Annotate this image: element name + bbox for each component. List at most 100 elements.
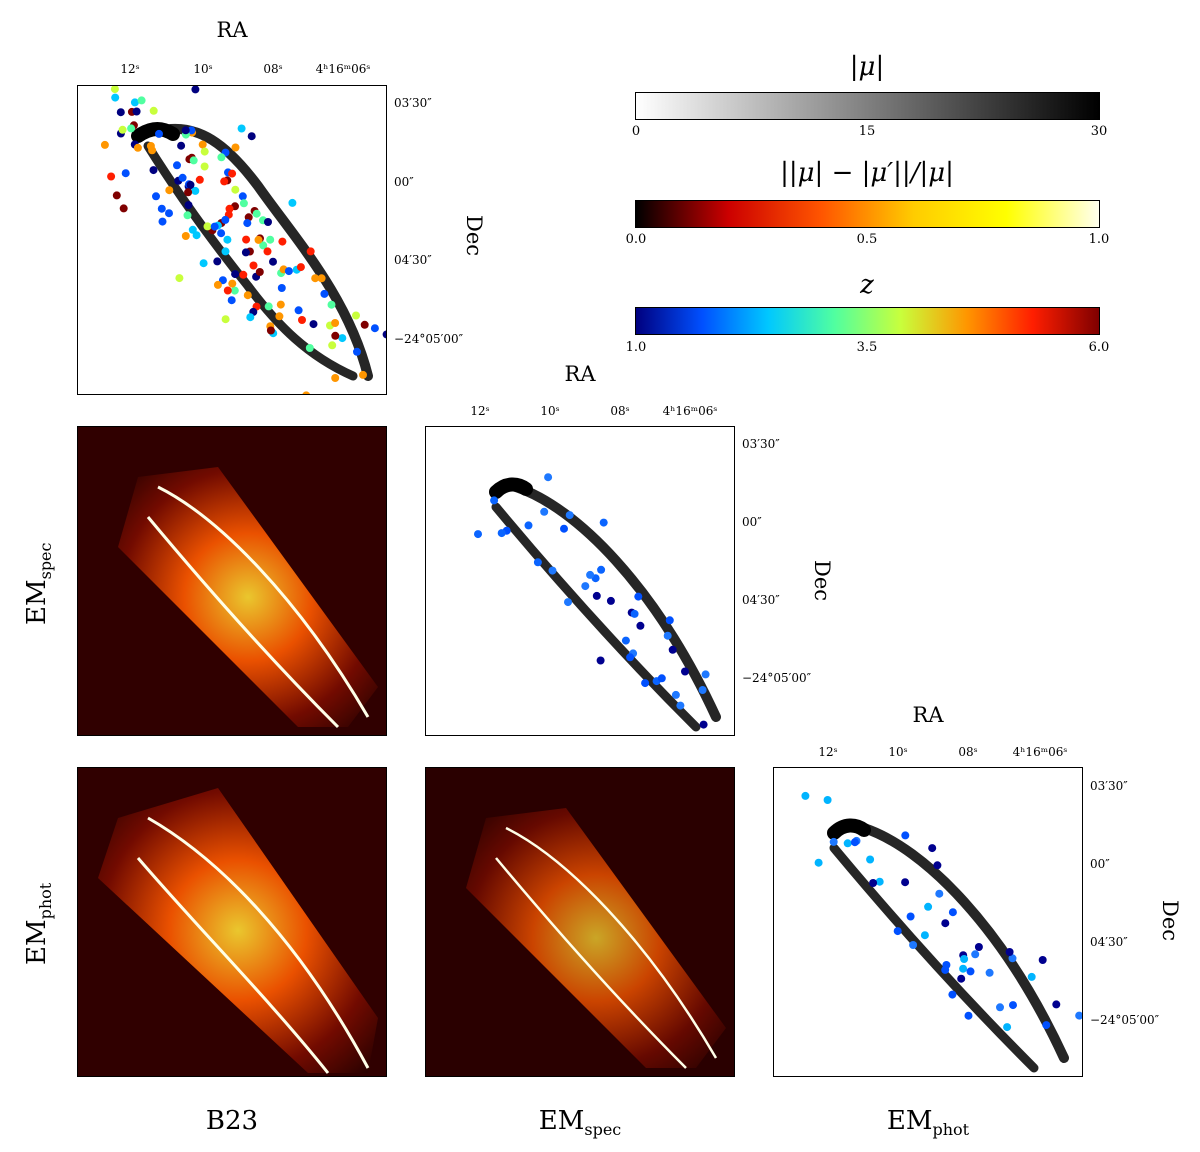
image-marker xyxy=(217,153,226,162)
image-marker xyxy=(924,902,933,911)
image-marker xyxy=(239,199,248,208)
image-marker xyxy=(223,235,232,244)
image-marker xyxy=(198,140,207,149)
image-marker xyxy=(960,955,969,963)
image-marker xyxy=(111,93,120,102)
image-marker xyxy=(634,592,643,601)
image-marker xyxy=(149,166,158,175)
emspec-magnification-map xyxy=(426,427,734,735)
image-marker xyxy=(327,300,336,309)
column-label-b23: B23 xyxy=(205,1106,259,1136)
image-marker xyxy=(320,289,329,298)
image-marker xyxy=(275,312,284,321)
ra-axis-title-bottom-right: RA xyxy=(912,703,944,727)
image-marker xyxy=(231,270,240,279)
ra-tick-10s: 10ˢ xyxy=(888,745,908,759)
image-marker xyxy=(548,566,557,575)
dec-tick-0330: 03′30″ xyxy=(394,96,432,110)
ra-tick-08s: 08ˢ xyxy=(958,745,978,759)
image-marker xyxy=(985,968,994,977)
column-label-em-spec-main: EM xyxy=(538,1106,585,1136)
image-marker xyxy=(175,274,184,283)
image-marker xyxy=(203,222,212,231)
image-marker xyxy=(317,274,326,283)
image-marker xyxy=(110,86,119,94)
image-marker xyxy=(277,284,286,292)
image-marker xyxy=(276,300,285,309)
image-marker xyxy=(311,274,320,283)
image-marker xyxy=(238,192,247,201)
image-marker xyxy=(119,204,128,213)
image-marker xyxy=(974,943,983,951)
image-marker xyxy=(264,218,272,226)
image-marker xyxy=(309,320,318,329)
image-marker xyxy=(116,108,125,117)
image-marker xyxy=(621,636,630,645)
image-marker xyxy=(132,107,141,116)
dec-tick-0330: 03′30″ xyxy=(742,437,780,451)
image-marker xyxy=(959,964,968,973)
image-marker xyxy=(328,341,337,350)
image-marker xyxy=(941,919,950,928)
image-marker xyxy=(173,161,181,170)
image-marker xyxy=(1027,972,1036,981)
image-marker xyxy=(331,374,340,382)
image-marker xyxy=(264,302,273,311)
colorbar-mu-tick-15: 15 xyxy=(858,124,876,139)
image-marker xyxy=(183,211,192,220)
image-marker xyxy=(1042,1021,1051,1030)
image-marker xyxy=(218,276,227,285)
ra-axis-title-middle: RA xyxy=(564,362,596,386)
image-marker xyxy=(850,838,859,847)
image-marker xyxy=(133,143,142,152)
image-marker xyxy=(935,889,944,898)
image-marker xyxy=(278,237,287,246)
image-marker xyxy=(490,496,499,505)
image-marker xyxy=(231,185,240,194)
image-marker xyxy=(231,143,240,152)
ra-tick-08s: 08ˢ xyxy=(263,62,283,76)
image-marker xyxy=(641,679,650,688)
image-marker xyxy=(130,98,139,107)
image-marker xyxy=(586,570,595,579)
ra-tick-08s: 08ˢ xyxy=(610,404,630,418)
image-marker xyxy=(1009,1001,1017,1010)
image-marker xyxy=(241,248,250,257)
image-marker xyxy=(597,565,606,574)
ra-tick-12s: 12ˢ xyxy=(818,745,838,759)
image-marker xyxy=(875,877,884,886)
image-marker xyxy=(657,674,666,683)
image-marker xyxy=(158,217,167,226)
colorbar-ratio-tick-0: 0.0 xyxy=(625,232,647,247)
colorbar-ratio-tick-1: 1.0 xyxy=(1088,232,1110,247)
image-marker xyxy=(928,844,937,853)
image-marker xyxy=(284,267,293,276)
image-marker xyxy=(665,616,674,625)
panel-b23-magnification xyxy=(77,85,387,395)
image-marker xyxy=(200,147,209,156)
image-marker xyxy=(237,124,246,133)
image-marker xyxy=(213,257,222,266)
image-marker xyxy=(100,140,109,149)
image-marker xyxy=(184,201,193,210)
image-marker xyxy=(352,311,360,320)
image-marker xyxy=(901,831,910,840)
ra-tick-06s: 4ʰ16ᵐ06ˢ xyxy=(662,404,718,418)
image-marker xyxy=(636,621,645,630)
image-marker xyxy=(699,720,708,729)
image-marker xyxy=(565,511,574,520)
image-marker xyxy=(866,855,875,864)
image-marker xyxy=(630,609,639,618)
colorbar-mu-title: |μ| xyxy=(849,52,885,82)
image-marker xyxy=(533,558,542,567)
dec-axis-title-top-left: Dec xyxy=(462,215,486,257)
image-marker xyxy=(127,124,136,133)
colorbar-ratio xyxy=(635,200,1100,228)
image-marker xyxy=(157,204,166,213)
image-marker xyxy=(165,209,173,218)
image-marker xyxy=(668,645,677,654)
image-marker xyxy=(191,86,200,94)
image-marker xyxy=(242,235,251,244)
image-marker xyxy=(306,247,315,256)
image-marker xyxy=(225,204,234,213)
